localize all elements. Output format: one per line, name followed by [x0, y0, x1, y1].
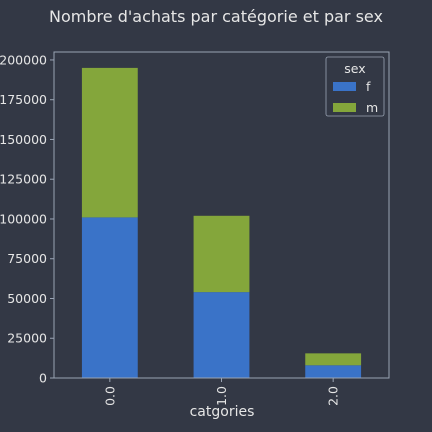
y-tick-label-8: 200000	[0, 52, 47, 67]
legend-swatch-m	[333, 103, 356, 112]
chart-title: Nombre d'achats par catégorie et par sex	[49, 7, 383, 26]
bar-f-0	[81, 217, 138, 378]
y-tick-label-5: 125000	[0, 172, 47, 187]
y-tick-label-3: 75000	[7, 251, 47, 266]
x-tick-label-2: 2.0	[326, 386, 341, 406]
legend-swatch-f	[333, 82, 356, 91]
x-axis-label: catgories	[190, 404, 255, 420]
y-tick-label-1: 25000	[7, 331, 47, 346]
legend-title: sex	[344, 61, 365, 76]
bar-m-1	[193, 215, 250, 293]
y-tick-label-2: 50000	[7, 291, 47, 306]
legend-label-m: m	[366, 100, 378, 115]
y-tick-label-7: 175000	[0, 92, 47, 107]
y-tick-label-6: 150000	[0, 132, 47, 147]
y-tick-label-4: 100000	[0, 211, 47, 226]
x-tick-label-0: 0.0	[102, 386, 117, 406]
y-tick-label-0: 0	[39, 371, 47, 386]
bar-f-1	[193, 292, 250, 378]
bar-f-2	[305, 365, 362, 378]
legend: sex fm	[325, 56, 385, 117]
bar-m-2	[305, 353, 362, 366]
plot-area: 0 25000 50000 75000 100000 125000 150000 175000…	[0, 51, 390, 406]
bar-m-0	[81, 67, 138, 218]
x-tick-label-1: 1.0	[214, 386, 229, 406]
legend-label-f: f	[366, 79, 371, 94]
